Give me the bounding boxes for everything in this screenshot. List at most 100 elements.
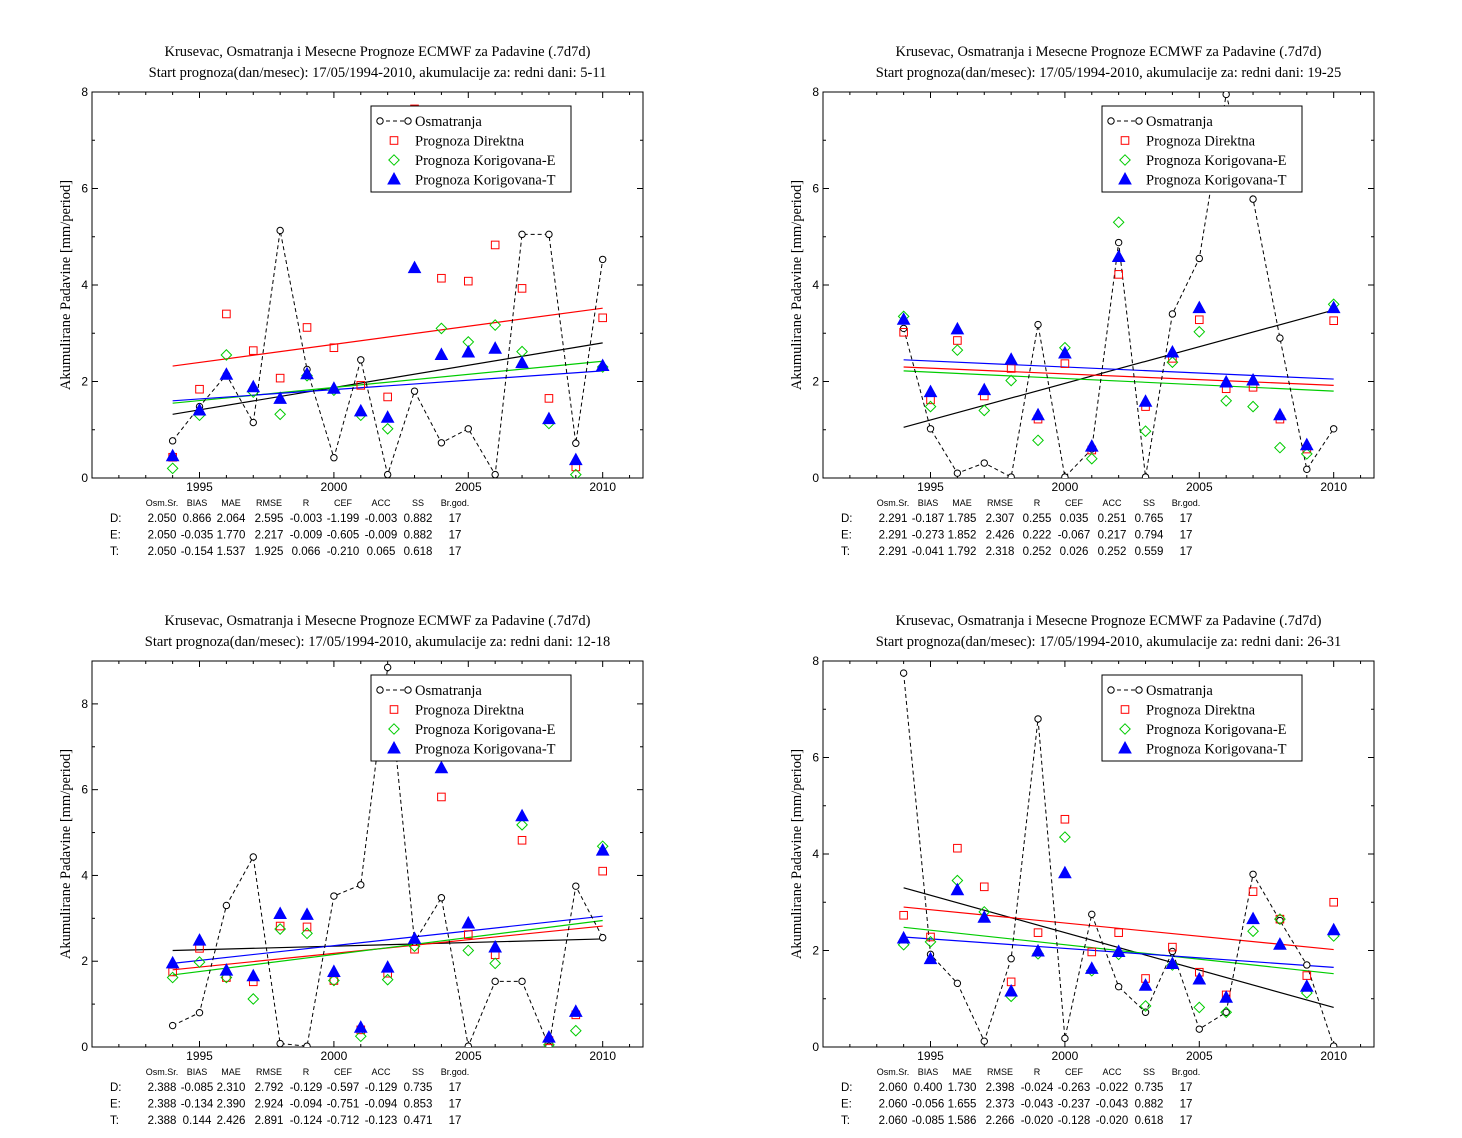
stats-header: RMSE bbox=[987, 498, 1013, 508]
x-tick-label: 2000 bbox=[1052, 1049, 1079, 1063]
legend-marker bbox=[1107, 117, 1115, 125]
stats-row-label: E: bbox=[841, 530, 852, 542]
stats-value: 2.050 bbox=[148, 513, 177, 525]
point-korigovana-t bbox=[1165, 345, 1180, 358]
point-korigovana-e bbox=[1274, 441, 1286, 454]
point-osmatranja bbox=[926, 425, 935, 433]
legend-marker bbox=[404, 117, 412, 125]
stats-header: RMSE bbox=[256, 1067, 282, 1077]
stats-table: Osm.Sr. BIAS MAE RMSE R CEF ACC SS Br.god. D: 2.06… bbox=[841, 1067, 1200, 1127]
y-tick-label: 4 bbox=[81, 278, 88, 292]
point-direktna bbox=[517, 284, 527, 293]
stats-row-label: T: bbox=[841, 1115, 850, 1127]
point-korigovana-t bbox=[380, 960, 395, 973]
stats-header: RMSE bbox=[987, 1067, 1013, 1077]
stats-value: 2.373 bbox=[986, 1099, 1015, 1111]
stats-row-label: D: bbox=[841, 1082, 853, 1094]
point-osmatranja bbox=[953, 979, 962, 988]
point-korigovana-t bbox=[461, 345, 476, 358]
point-osmatranja bbox=[357, 356, 365, 364]
point-osmatranja bbox=[598, 255, 607, 264]
stats-value: 1.770 bbox=[217, 530, 246, 542]
point-osmatranja bbox=[330, 454, 338, 462]
stats-value: 0.559 bbox=[1135, 546, 1164, 558]
point-korigovana-e bbox=[381, 422, 394, 435]
stats-row-label: E: bbox=[841, 1099, 852, 1111]
stats-row-label: T: bbox=[110, 1115, 119, 1127]
point-korigovana-t bbox=[300, 907, 314, 920]
stats-value: 17 bbox=[449, 1099, 462, 1111]
point-korigovana-t bbox=[353, 1020, 368, 1033]
point-osmatranja bbox=[598, 933, 607, 942]
legend-marker bbox=[1135, 686, 1143, 694]
trend-line bbox=[903, 906, 1334, 951]
point-direktna bbox=[463, 930, 473, 939]
point-osmatranja bbox=[1114, 982, 1123, 991]
stats-value: -0.712 bbox=[327, 1115, 360, 1127]
point-direktna bbox=[1033, 928, 1043, 937]
trend-line bbox=[172, 370, 603, 402]
point-korigovana-t bbox=[461, 915, 476, 929]
legend-box bbox=[370, 105, 572, 193]
stats-value: 2.390 bbox=[217, 1099, 246, 1111]
x-tick-label: 2000 bbox=[321, 1049, 348, 1063]
point-korigovana-e bbox=[408, 940, 421, 953]
stats-value: -0.041 bbox=[912, 546, 945, 558]
stats-value: 17 bbox=[1180, 530, 1193, 542]
point-direktna bbox=[926, 395, 935, 405]
point-korigovana-t bbox=[1192, 971, 1207, 985]
point-korigovana-e bbox=[1274, 913, 1286, 926]
stats-header: Osm.Sr. bbox=[877, 1067, 910, 1077]
stats-value: 0.765 bbox=[1135, 513, 1164, 525]
point-korigovana-t bbox=[327, 381, 341, 394]
y-axis-label: Akumulirane Padavine [mm/period] bbox=[58, 180, 74, 390]
stats-value: -0.009 bbox=[365, 530, 398, 542]
x-tick-label: 2000 bbox=[1052, 480, 1079, 494]
y-axis-label: Akumulirane Padavine [mm/period] bbox=[789, 180, 805, 390]
point-korigovana-e bbox=[274, 923, 287, 935]
point-korigovana-t bbox=[977, 382, 992, 396]
legend-marker bbox=[404, 686, 412, 694]
point-korigovana-t bbox=[1165, 956, 1180, 970]
stats-table: Osm.Sr. BIAS MAE RMSE R CEF ACC SS Br.god. D: 2.05… bbox=[110, 498, 469, 558]
stats-value: 2.307 bbox=[986, 513, 1015, 525]
point-osmatranja bbox=[572, 439, 580, 447]
point-korigovana-t bbox=[1273, 407, 1287, 421]
stats-value: -0.237 bbox=[1058, 1099, 1091, 1111]
chart-panel-1: Krusevac, Osmatranja i Mesecne Prognoze … bbox=[58, 44, 644, 558]
x-tick-label: 2010 bbox=[589, 1049, 616, 1063]
legend-label: Prognoza Direktna bbox=[1146, 703, 1256, 719]
data-layer bbox=[896, 669, 1341, 1047]
point-korigovana-e bbox=[1058, 831, 1071, 844]
x-tick-label: 1995 bbox=[186, 1049, 213, 1063]
legend-label: Prognoza Korigovana-T bbox=[415, 173, 556, 189]
point-korigovana-e bbox=[462, 944, 475, 957]
point-korigovana-t bbox=[923, 384, 938, 398]
point-korigovana-e bbox=[489, 319, 502, 331]
stats-value: 1.852 bbox=[948, 530, 977, 542]
stats-value: 0.882 bbox=[1135, 1099, 1164, 1111]
point-korigovana-e bbox=[1005, 374, 1018, 387]
point-direktna bbox=[1114, 928, 1123, 937]
point-direktna bbox=[275, 921, 285, 931]
point-osmatranja bbox=[1034, 320, 1042, 329]
stats-value: -0.009 bbox=[290, 530, 323, 542]
y-tick-label: 8 bbox=[81, 697, 88, 711]
trend-line bbox=[903, 359, 1334, 380]
point-osmatranja bbox=[168, 437, 177, 445]
point-direktna bbox=[598, 313, 607, 323]
point-osmatranja bbox=[330, 892, 338, 900]
stats-value: 17 bbox=[1180, 1082, 1193, 1094]
stats-value: -0.035 bbox=[181, 530, 214, 542]
point-direktna bbox=[899, 327, 908, 337]
stats-value: 2.291 bbox=[879, 546, 908, 558]
stats-value: -0.751 bbox=[327, 1099, 360, 1111]
point-direktna bbox=[410, 944, 419, 954]
point-korigovana-e bbox=[978, 404, 991, 417]
stats-value: 17 bbox=[1180, 546, 1193, 558]
point-direktna bbox=[1060, 814, 1070, 824]
stats-value: 0.217 bbox=[1098, 530, 1127, 542]
y-tick-label: 6 bbox=[81, 182, 88, 196]
point-direktna bbox=[248, 346, 258, 355]
y-tick-label: 2 bbox=[81, 375, 88, 389]
